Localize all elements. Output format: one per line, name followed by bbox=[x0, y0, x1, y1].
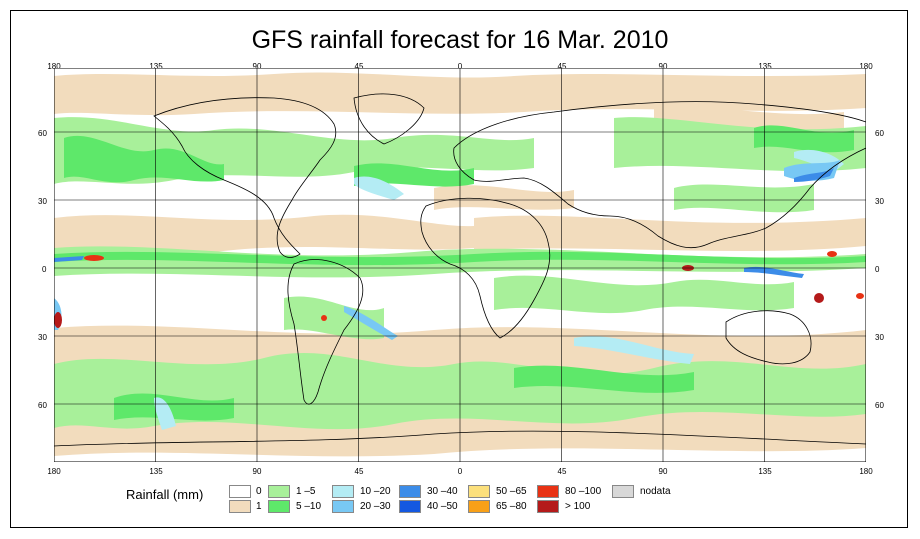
lon-tick-top: 90 bbox=[252, 62, 262, 71]
legend-label: 10 –20 bbox=[360, 486, 391, 497]
lon-tick-top: 45 bbox=[557, 62, 567, 71]
legend-label: 1 –5 bbox=[296, 486, 316, 497]
legend-swatch-7 bbox=[399, 500, 421, 513]
lat-tick-left: 30 bbox=[38, 197, 47, 206]
lon-tick-top: 45 bbox=[354, 62, 364, 71]
lon-tick-bottom: 45 bbox=[354, 467, 364, 476]
legend-label: > 100 bbox=[565, 501, 591, 512]
legend-swatch-6 bbox=[399, 485, 421, 498]
lon-tick-top: 180 bbox=[859, 62, 873, 71]
coastlines bbox=[54, 93, 866, 447]
legend-swatch-12 bbox=[612, 485, 634, 498]
legend-label: 1 bbox=[256, 501, 262, 512]
legend-swatch-9 bbox=[468, 500, 490, 513]
lon-tick-bottom: 180 bbox=[859, 467, 873, 476]
legend-swatch-1 bbox=[229, 500, 251, 513]
lon-tick-top: 180 bbox=[47, 62, 61, 71]
legend-swatch-2 bbox=[268, 485, 290, 498]
legend-label: 40 –50 bbox=[427, 501, 458, 512]
lon-tick-bottom: 90 bbox=[252, 467, 262, 476]
lon-tick-bottom: 0 bbox=[457, 467, 463, 476]
legend-swatch-5 bbox=[332, 500, 354, 513]
lat-tick-left: 60 bbox=[38, 401, 47, 410]
legend-label: 50 –65 bbox=[496, 486, 527, 497]
legend-label: 65 –80 bbox=[496, 501, 527, 512]
legend-label: 20 –30 bbox=[360, 501, 391, 512]
map-title: GFS rainfall forecast for 16 Mar. 2010 bbox=[251, 26, 669, 54]
lon-tick-top: 0 bbox=[457, 62, 463, 71]
lon-tick-bottom: 180 bbox=[47, 467, 61, 476]
graticule bbox=[54, 68, 866, 462]
lat-tick-left: 0 bbox=[42, 265, 47, 274]
lon-tick-bottom: 135 bbox=[149, 467, 163, 476]
legend-swatch-0 bbox=[229, 485, 251, 498]
lon-tick-top: 90 bbox=[658, 62, 668, 71]
legend-label: 30 –40 bbox=[427, 486, 458, 497]
legend-swatch-11 bbox=[537, 500, 559, 513]
legend-label: 80 –100 bbox=[565, 486, 602, 497]
lat-tick-left: 60 bbox=[38, 129, 47, 138]
legend-label: nodata bbox=[640, 486, 671, 497]
lat-tick-right: 30 bbox=[875, 333, 884, 342]
lat-tick-right: 0 bbox=[875, 265, 880, 274]
lon-tick-bottom: 45 bbox=[557, 467, 567, 476]
legend-swatch-3 bbox=[268, 500, 290, 513]
lat-tick-left: 30 bbox=[38, 333, 47, 342]
figure-frame bbox=[10, 10, 908, 528]
legend-swatch-4 bbox=[332, 485, 354, 498]
legend-label: 0 bbox=[256, 486, 262, 497]
rainfall-map bbox=[54, 68, 866, 462]
lon-tick-top: 135 bbox=[758, 62, 772, 71]
lat-tick-right: 30 bbox=[875, 197, 884, 206]
lon-tick-bottom: 135 bbox=[758, 467, 772, 476]
lat-tick-right: 60 bbox=[875, 401, 884, 410]
lon-tick-top: 135 bbox=[149, 62, 163, 71]
rain-10to20-layer bbox=[154, 149, 844, 430]
rain-30to50-layer bbox=[54, 168, 834, 278]
lat-tick-right: 60 bbox=[875, 129, 884, 138]
legend-swatch-8 bbox=[468, 485, 490, 498]
legend-swatch-10 bbox=[537, 485, 559, 498]
legend-label: 5 –10 bbox=[296, 501, 322, 512]
lon-tick-bottom: 90 bbox=[658, 467, 668, 476]
legend-title: Rainfall (mm) bbox=[126, 487, 204, 502]
